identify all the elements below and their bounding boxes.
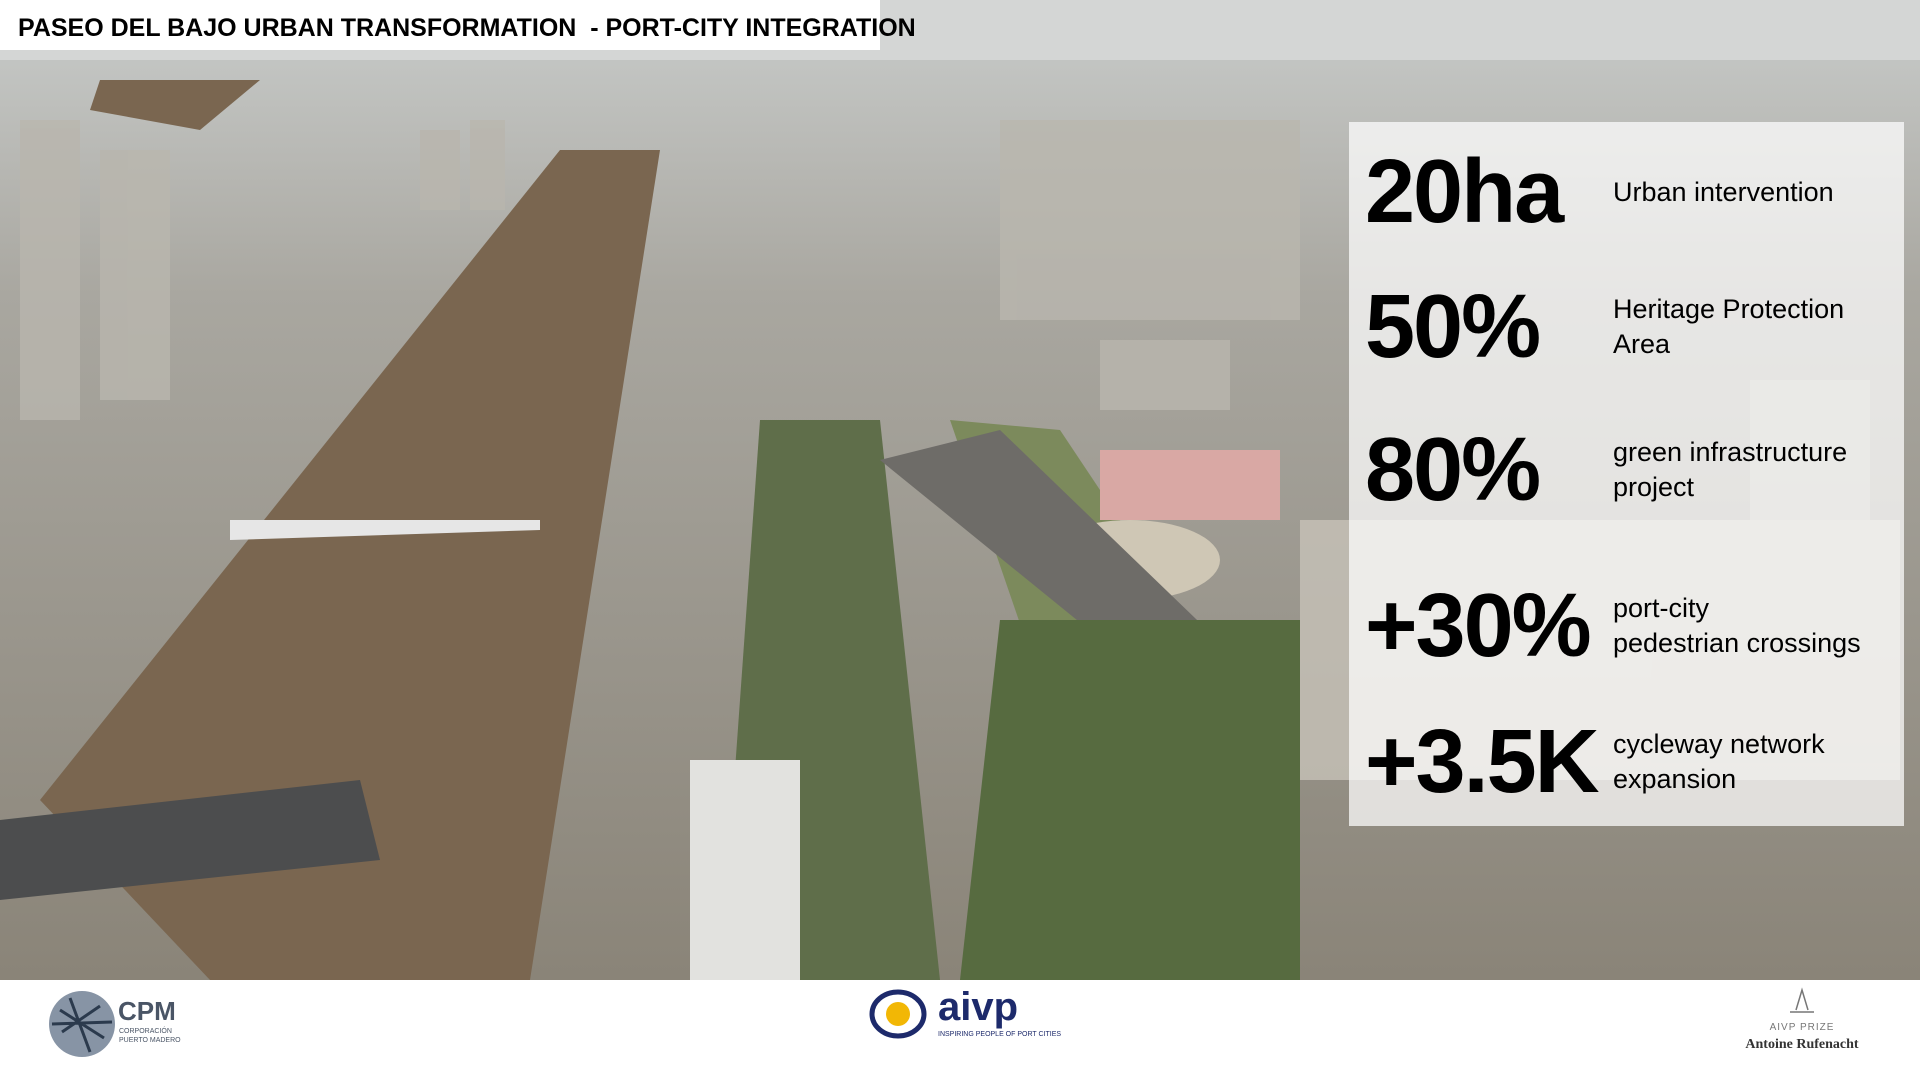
aivp-name: aivp [938,985,1018,1029]
stat-label-line: pedestrian crossings [1613,626,1861,661]
page: Paseo del Bajo {"header": {"title": "PAS… [0,0,1920,1080]
stat-label: Urban intervention [1613,122,1834,262]
footer: CPM CORPORACIÓN PUERTO MADERO aivp INSPI… [0,980,1920,1080]
stat-value: +3.5K [1365,692,1598,832]
cpm-subtitle: CORPORACIÓN [119,1026,172,1035]
stat-value: 50% [1365,257,1539,397]
stat-label-line: port-city [1613,591,1861,626]
slide-title: PASEO DEL BAJO URBAN TRANSFORMATION - PO… [0,0,880,50]
aivp-tagline: INSPIRING PEOPLE OF PORT CITIES [938,1031,1061,1038]
prize-person: Antoine Rufenacht [1745,1037,1859,1052]
stat-value: +30% [1365,556,1590,696]
stats-panel: 20ha Urban intervention 50% Heritage Protec… [1349,122,1904,826]
stat-label-line: expansion [1613,762,1825,797]
stat-value: 20ha [1365,122,1562,262]
cpm-subtitle: PUERTO MADERO [119,1037,181,1044]
footer-logos: CPM CORPORACIÓN PUERTO MADERO aivp INSPI… [0,980,1920,1080]
stat-label-line: Heritage Protection [1613,292,1844,327]
stat-label-line: Area [1613,327,1844,362]
stat-row: 20ha Urban intervention [1349,122,1904,262]
cpm-name: CPM [118,996,176,1026]
stat-value: 80% [1365,400,1539,540]
stat-label-line: Urban intervention [1613,175,1834,210]
stat-label-line: cycleway network [1613,727,1825,762]
stat-label-line: project [1613,470,1847,505]
prize-name: AIVP PRIZE [1770,1022,1835,1033]
slide: PASEO DEL BAJO URBAN TRANSFORMATION - PO… [0,0,1920,1080]
stat-label-line: green infrastructure [1613,435,1847,470]
